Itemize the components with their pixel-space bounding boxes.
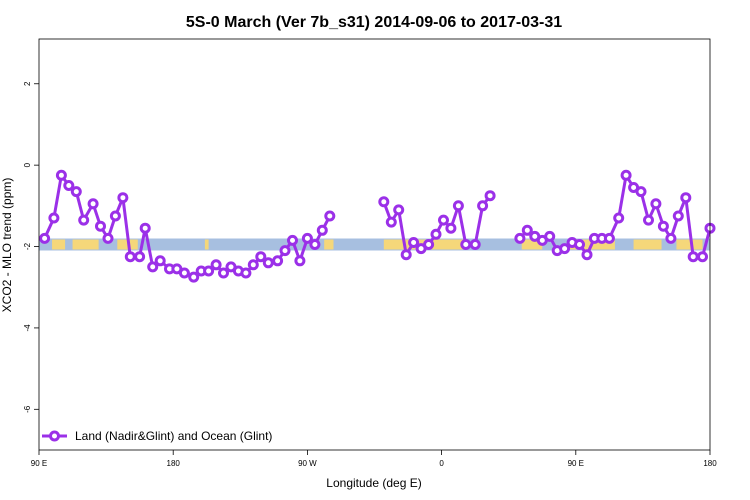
data-point (385, 216, 397, 228)
x-tick-label: 180 (167, 459, 181, 468)
land-patch (633, 239, 662, 250)
data-point (574, 239, 585, 250)
data-point (521, 224, 533, 236)
data-point (210, 259, 222, 271)
plot-frame (38, 38, 711, 451)
land-patch (72, 239, 99, 250)
data-point (203, 265, 215, 277)
y-tick-label: -6 (23, 405, 32, 413)
land-patch (324, 239, 334, 250)
land-patch (52, 239, 66, 250)
data-point (430, 228, 442, 240)
data-point (134, 251, 146, 263)
data-point (581, 249, 593, 261)
y-tick-label: 2 (23, 81, 32, 86)
data-point (154, 255, 166, 267)
data-point (247, 259, 259, 271)
data-point (613, 212, 625, 224)
data-point (63, 180, 75, 191)
data-point (445, 222, 457, 234)
x-tick-label: 180 (703, 459, 717, 468)
data-point (287, 234, 298, 246)
data-point (469, 239, 481, 250)
data-point (78, 214, 90, 226)
data-point (102, 232, 114, 244)
data-point (643, 214, 654, 226)
data-point (544, 230, 556, 242)
x-axis: 90 E 180 90 W 0 90 E 180 (31, 450, 717, 468)
data-point (452, 200, 464, 212)
data-point (687, 251, 699, 263)
legend-label: Land (Nadir&Glint) and Ocean (Glint) (75, 429, 272, 443)
y-tick-label: -2 (23, 242, 32, 250)
series-group (39, 169, 716, 283)
chart-title: 5S-0 March (Ver 7b_s31) 2014-09-06 to 20… (186, 14, 562, 31)
land-patch (521, 239, 543, 250)
x-axis-label: Longitude (deg E) (326, 476, 421, 490)
data-point (262, 257, 274, 269)
data-point (188, 271, 200, 283)
plot-area (38, 38, 716, 451)
data-point (400, 249, 412, 261)
data-point (95, 220, 106, 232)
data-point (438, 214, 449, 226)
data-point (39, 232, 51, 244)
data-point (117, 192, 129, 204)
land-patch (204, 239, 209, 250)
data-point (70, 186, 82, 198)
data-point (559, 243, 571, 255)
data-point (109, 210, 121, 222)
data-point (680, 192, 692, 204)
data-point (316, 224, 328, 236)
y-axis-label: XCO2 - MLO trend (ppm) (0, 178, 14, 313)
y-tick-label: 0 (23, 162, 32, 167)
data-point (309, 239, 321, 250)
data-point (697, 251, 708, 263)
data-point (650, 198, 662, 210)
data-point (477, 200, 489, 212)
data-point (672, 210, 684, 222)
legend: Land (Nadir&Glint) and Ocean (Glint) (42, 429, 272, 443)
data-point (279, 245, 291, 257)
data-point (324, 210, 336, 222)
y-axis: 2 0 -2 -4 -6 (23, 81, 39, 413)
data-point (301, 232, 313, 244)
data-point (484, 190, 496, 202)
land-patch (676, 239, 703, 250)
legend-marker (49, 430, 60, 442)
data-point (87, 198, 99, 210)
data-point (55, 169, 67, 181)
data-point (147, 261, 159, 273)
x-tick-label: 90 E (568, 459, 584, 468)
data-point (665, 232, 677, 244)
x-tick-label: 0 (439, 459, 444, 468)
data-point (423, 239, 435, 250)
data-point (657, 220, 669, 232)
data-point (272, 255, 284, 267)
data-point (240, 267, 252, 279)
data-point (294, 255, 306, 267)
x-tick-label: 90 W (298, 459, 317, 468)
data-point (218, 267, 229, 279)
data-point (48, 212, 60, 224)
data-point (378, 196, 390, 208)
data-point (139, 222, 151, 234)
data-point (255, 251, 267, 263)
data-point (178, 267, 190, 279)
y-tick-label: -4 (23, 324, 32, 332)
data-point (408, 237, 420, 248)
data-point (603, 232, 615, 244)
data-point (620, 169, 632, 181)
data-point (460, 239, 472, 250)
data-point (124, 251, 136, 263)
data-point (635, 186, 647, 198)
x-tick-label: 90 E (31, 459, 47, 468)
data-point (393, 204, 405, 216)
data-point (514, 232, 526, 244)
